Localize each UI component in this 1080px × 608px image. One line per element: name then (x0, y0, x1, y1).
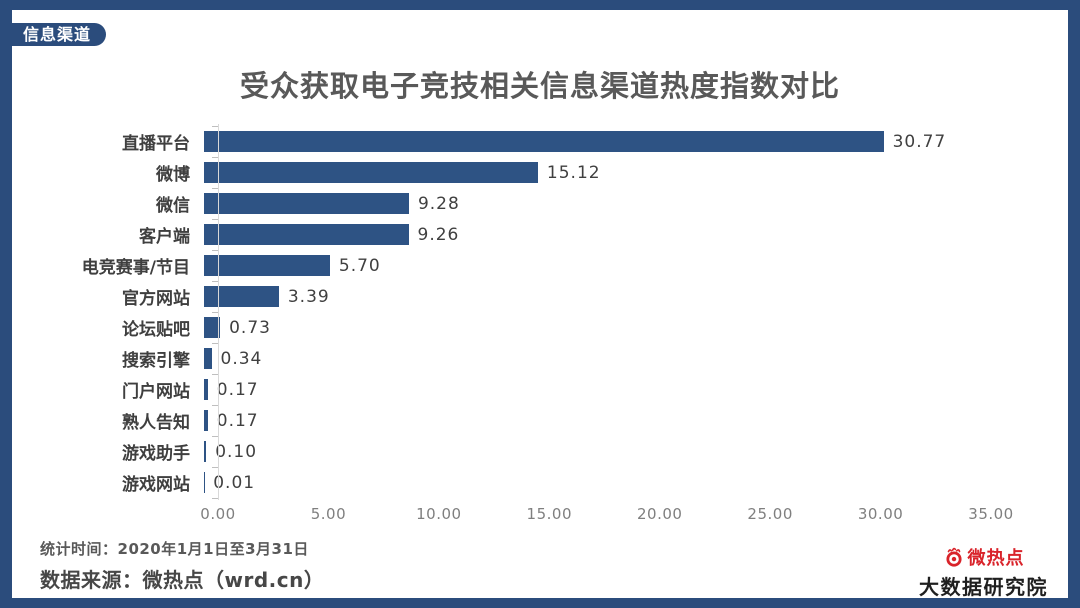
value-label: 0.01 (213, 472, 256, 493)
y-axis-tick (212, 467, 218, 468)
bar (204, 162, 538, 183)
value-label: 9.28 (417, 193, 460, 214)
value-label: 9.26 (417, 224, 460, 245)
bar-plot-area: 9.28 (204, 188, 1052, 219)
bar (204, 286, 279, 307)
chart-title: 受众获取电子竞技相关信息渠道热度指数对比 (239, 69, 840, 103)
x-tick-label: 5.00 (310, 505, 347, 523)
value-label: 15.12 (546, 162, 601, 183)
category-label: 微博 (156, 165, 190, 185)
data-source-text: 数据来源：微热点（wrd.cn） (40, 568, 325, 592)
bar (204, 317, 221, 338)
y-axis-tick (212, 343, 218, 344)
bar-row: 微博 15.12 (40, 157, 1052, 188)
logo-brand-text: 微热点 (967, 548, 1025, 569)
bar-rows: 直播平台 30.77 微博 15.12 微信 9.28 客户端 9.26 电竞赛事/节目 5.70… (40, 124, 1052, 500)
weibo-eye-icon (943, 546, 965, 568)
category-label: 电竞赛事/节目 (81, 258, 190, 278)
y-axis-tick (212, 219, 218, 220)
value-label: 5.70 (338, 255, 381, 276)
bar-plot-area: 0.17 (204, 374, 1052, 405)
value-label: 0.73 (229, 317, 271, 338)
bar-row: 门户网站 0.17 (40, 374, 1052, 405)
bar (204, 224, 409, 245)
y-axis-line (218, 124, 219, 500)
bar-row: 搜索引擎 0.34 (40, 343, 1052, 374)
bar-row: 熟人告知 0.17 (40, 405, 1052, 436)
bar-row: 客户端 9.26 (40, 219, 1052, 250)
x-tick-label: 30.00 (857, 505, 904, 523)
bar (204, 410, 208, 431)
bar-plot-area: 0.34 (204, 343, 1052, 374)
y-axis-tick (212, 157, 218, 158)
bar-row: 微信 9.28 (40, 188, 1052, 219)
y-axis-tick (212, 405, 218, 406)
x-tick-label: 0.00 (200, 505, 236, 523)
bar-row: 游戏网站 0.01 (40, 467, 1052, 498)
value-label: 3.39 (287, 286, 330, 307)
y-axis-tick (212, 126, 218, 127)
bar-plot-area: 15.12 (204, 157, 1052, 188)
y-axis-tick (212, 250, 218, 251)
stat-time-text: 统计时间：2020年1月1日至3月31日 (40, 540, 309, 558)
category-label: 搜索引擎 (122, 351, 190, 371)
y-axis-tick (212, 281, 218, 282)
corner-badge: 信息渠道 (12, 23, 107, 46)
y-axis-tick (212, 374, 218, 375)
bar-row: 直播平台 30.77 (40, 126, 1052, 157)
logo-subtitle-text: 大数据研究院 (919, 575, 1048, 599)
y-axis-tick (212, 188, 218, 189)
bar (204, 255, 330, 276)
category-label: 官方网站 (122, 289, 190, 309)
bar (204, 441, 207, 462)
footer: 统计时间：2020年1月1日至3月31日 数据来源：微热点（wrd.cn） (40, 538, 324, 593)
bar-plot-area: 30.77 (204, 126, 1052, 157)
value-label: 30.77 (892, 131, 947, 152)
bar-plot-area: 0.17 (204, 405, 1052, 436)
category-label: 微信 (156, 196, 190, 216)
category-label: 直播平台 (122, 134, 190, 154)
bar (204, 348, 212, 369)
x-tick-label: 25.00 (747, 505, 793, 523)
bar-chart: 直播平台 30.77 微博 15.12 微信 9.28 客户端 9.26 电竞赛事/节目 5.70… (40, 124, 1052, 528)
bar-row: 官方网站 3.39 (40, 281, 1052, 312)
y-axis-tick (212, 436, 218, 437)
value-label: 0.17 (216, 410, 259, 431)
value-label: 0.34 (220, 348, 263, 369)
x-tick-label: 10.00 (416, 505, 462, 523)
y-axis-tick (212, 498, 218, 499)
category-label: 门户网站 (122, 382, 190, 402)
x-tick-label: 20.00 (636, 505, 683, 523)
x-axis: 0.00 5.00 10.00 15.00 20.00 25.00 30.00 35.00 (40, 498, 1052, 528)
brand-logo: 微热点 大数据研究院 (919, 544, 1048, 599)
bar-row: 电竞赛事/节目 5.70 (40, 250, 1052, 281)
bar-plot-area: 0.01 (204, 467, 1052, 498)
category-label: 熟人告知 (122, 413, 190, 433)
bar (204, 379, 208, 400)
bar-plot-area: 9.26 (204, 219, 1052, 250)
x-tick-label: 35.00 (968, 505, 1014, 523)
value-label: 0.10 (215, 441, 258, 462)
bar-plot-area: 0.73 (204, 312, 1052, 343)
category-label: 游戏网站 (122, 475, 190, 495)
value-label: 0.17 (216, 379, 259, 400)
bar-plot-area: 5.70 (204, 250, 1052, 281)
category-label: 论坛贴吧 (122, 320, 190, 340)
bar-plot-area: 3.39 (204, 281, 1052, 312)
category-label: 游戏助手 (122, 444, 190, 464)
x-tick-label: 15.00 (526, 505, 573, 523)
bar-row: 游戏助手 0.10 (40, 436, 1052, 467)
y-axis-tick (212, 312, 218, 313)
bar (204, 131, 884, 152)
category-label: 客户端 (139, 227, 190, 247)
bar (204, 193, 409, 214)
bar-row: 论坛贴吧 0.73 (40, 312, 1052, 343)
bar-plot-area: 0.10 (204, 436, 1052, 467)
